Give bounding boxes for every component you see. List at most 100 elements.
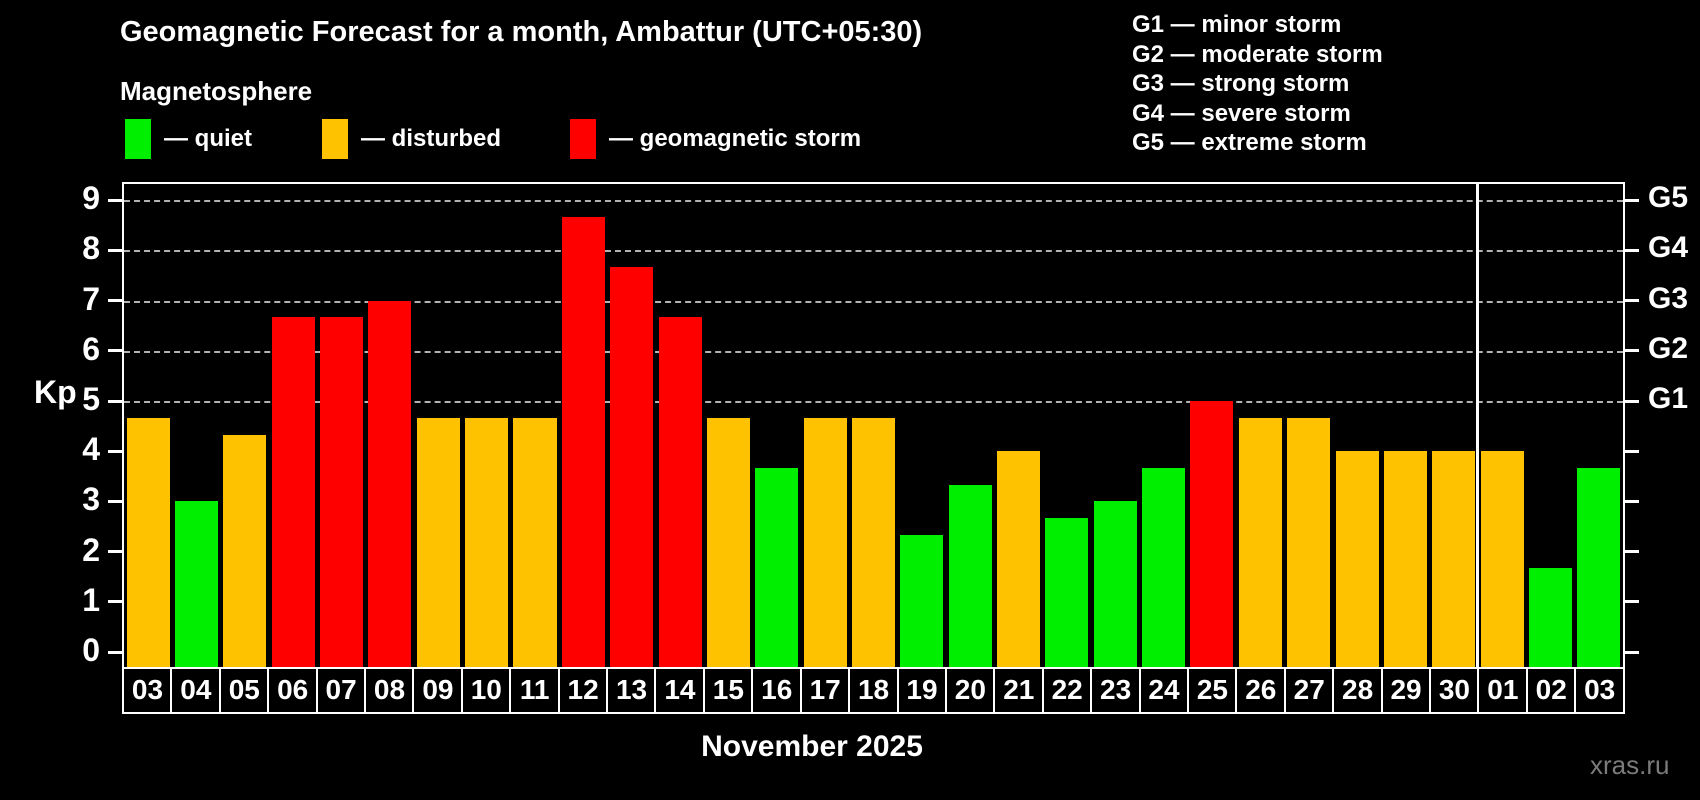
right-axis-label-g4: G4: [1648, 231, 1689, 265]
y-tick-right-2: [1625, 550, 1639, 554]
x-tick-label-nov-04: 04: [170, 667, 222, 714]
kp-bar-day-24: [1142, 467, 1186, 667]
month-boundary-line: [1476, 184, 1480, 667]
storm-scale-g5: G5 — extreme storm: [1132, 129, 1367, 156]
storm-scale-g1: G1 — minor storm: [1132, 11, 1342, 38]
kp-bar-day-04: [175, 501, 219, 667]
y-tick-label-0: 0: [82, 632, 100, 668]
legend-item-disturbed: — disturbed: [322, 118, 501, 160]
x-tick-label-nov-12: 12: [557, 667, 609, 714]
kp-bar-day-18: [851, 417, 895, 667]
kp-bar-day-12: [561, 216, 605, 667]
x-tick-label-nov-24: 24: [1138, 667, 1190, 714]
kp-bar-day-21: [997, 451, 1041, 667]
kp-bar-day-20: [948, 484, 992, 667]
kp-bar-day-09: [416, 417, 460, 667]
kp-bar-day-11: [513, 417, 557, 667]
chart-subtitle: Magnetosphere: [120, 76, 313, 106]
x-tick-label-nov-08: 08: [364, 667, 415, 714]
x-tick-label-nov-28: 28: [1332, 667, 1384, 714]
kp-bar-day-19: [900, 535, 944, 667]
kp-bar-day-28: [1335, 451, 1379, 667]
y-tick-label-1: 1: [82, 581, 100, 618]
kp-bar-day-16: [755, 467, 799, 667]
x-tick-label-nov-11: 11: [509, 667, 561, 714]
kp-bar-day-22: [1045, 517, 1089, 667]
plot-area: [122, 182, 1625, 667]
y-tick-label-7: 7: [82, 280, 100, 317]
right-axis-label-g3: G3: [1648, 281, 1689, 315]
kp-bar-day-10: [465, 417, 509, 667]
y-tick-right-0: [1625, 650, 1639, 654]
disturbed-color-swatch: [322, 119, 348, 159]
kp-bar-day-06: [271, 317, 315, 667]
x-tick-label-nov-29: 29: [1380, 667, 1432, 714]
y-tick-left-3: [108, 499, 122, 503]
x-tick-label-nov-22: 22: [1041, 667, 1093, 714]
y-tick-left-5: [108, 399, 122, 403]
x-tick-label-nov-13: 13: [606, 667, 657, 714]
x-tick-label-nov-10: 10: [460, 667, 512, 714]
x-tick-label-nov-06: 06: [267, 667, 319, 714]
kp-bar-day-03: [1577, 467, 1621, 667]
y-tick-left-7: [108, 299, 122, 303]
x-tick-label-nov-25: 25: [1186, 667, 1238, 714]
kp-bar-day-14: [658, 317, 702, 667]
x-tick-label-nov-05: 05: [218, 667, 270, 714]
kp-bar-day-29: [1383, 451, 1427, 667]
y-tick-right-1: [1625, 600, 1639, 604]
page-title: Geomagnetic Forecast for a month, Ambatt…: [120, 16, 923, 48]
y-tick-right-7: [1625, 299, 1639, 303]
x-tick-label-nov-18: 18: [848, 667, 899, 714]
x-tick-label-nov-07: 07: [315, 667, 367, 714]
y-tick-right-9: [1625, 198, 1639, 202]
storm-scale-g3: G3 — strong storm: [1132, 70, 1350, 97]
x-tick-label-nov-17: 17: [799, 667, 851, 714]
y-tick-label-2: 2: [82, 531, 100, 568]
kp-bar-day-08: [368, 300, 412, 667]
y-tick-right-3: [1625, 499, 1639, 503]
y-tick-right-8: [1625, 248, 1639, 252]
x-tick-label-dec-03: 03: [1574, 667, 1626, 714]
y-tick-left-8: [108, 248, 122, 252]
y-tick-right-6: [1625, 349, 1639, 353]
watermark: xras.ru: [1590, 750, 1670, 780]
x-tick-label-nov-26: 26: [1235, 667, 1287, 714]
x-tick-label-nov-30: 30: [1428, 667, 1480, 714]
y-tick-left-0: [108, 650, 122, 654]
x-tick-label-nov-15: 15: [702, 667, 754, 714]
x-tick-label-nov-16: 16: [751, 667, 803, 714]
y-tick-label-5: 5: [82, 381, 100, 417]
x-tick-label-nov-14: 14: [654, 667, 706, 714]
storm-scale-legend: G1 — minor storm G2 — moderate storm G3 …: [1132, 10, 1383, 158]
x-tick-label-dec-02: 02: [1525, 667, 1577, 714]
legend-label-disturbed: — disturbed: [361, 125, 502, 152]
right-axis-label-g1: G1: [1648, 382, 1689, 415]
kp-bar-day-26: [1238, 417, 1282, 667]
gridline-kp8: [124, 250, 1623, 253]
x-tick-label-nov-19: 19: [896, 667, 948, 714]
legend-label-storm: — geomagnetic storm: [609, 125, 862, 152]
legend-item-quiet: — quiet: [125, 118, 252, 160]
y-tick-label-3: 3: [82, 481, 100, 518]
kp-bar-day-15: [706, 417, 750, 667]
y-tick-right-5: [1625, 399, 1639, 403]
gridline-kp5: [124, 401, 1623, 403]
kp-bar-day-03: [126, 417, 170, 667]
y-tick-left-4: [108, 449, 122, 453]
x-axis-day-labels: 03 04 05 06 07 08 09 10 11 12 13 14 15 16 17 18 19 20 21 22…: [122, 667, 1626, 714]
y-tick-label-9: 9: [82, 180, 100, 217]
gridline-kp7: [124, 300, 1623, 303]
kp-bar-day-01: [1480, 451, 1524, 667]
kp-bar-day-27: [1287, 417, 1331, 667]
month-label: November 2025: [701, 730, 923, 763]
kp-bar-day-02: [1528, 568, 1572, 667]
storm-scale-g2: G2 — moderate storm: [1132, 40, 1383, 68]
storm-color-swatch: [570, 119, 596, 159]
y-tick-left-1: [108, 600, 122, 604]
kp-bar-day-13: [610, 266, 654, 667]
quiet-color-swatch: [125, 119, 151, 159]
legend-item-storm: — geomagnetic storm: [570, 118, 861, 160]
x-tick-label-nov-27: 27: [1283, 667, 1335, 714]
y-tick-label-8: 8: [82, 230, 100, 267]
